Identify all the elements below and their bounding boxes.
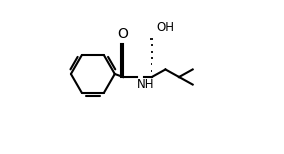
Text: NH: NH — [137, 78, 154, 91]
Text: OH: OH — [156, 21, 174, 34]
Text: O: O — [118, 27, 129, 41]
